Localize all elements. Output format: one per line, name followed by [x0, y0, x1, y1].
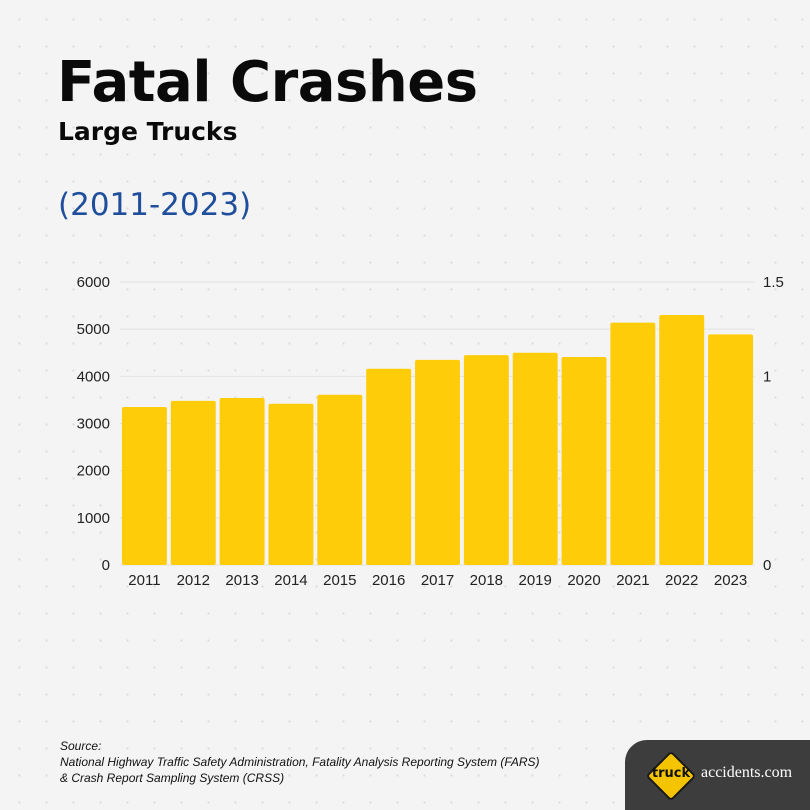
source-line-1: National Highway Traffic Safety Administ…	[60, 755, 540, 769]
x-axis-ticks: 2011 2012 2013 2014 2015 2016 2017 2018 2019 2020…	[128, 572, 747, 589]
x-tick-label: 2013	[225, 572, 258, 589]
y-tick-label: 2000	[77, 463, 110, 480]
x-tick-label: 2022	[665, 572, 698, 589]
x-tick-label: 2012	[177, 572, 210, 589]
page-title: Fatal Crashes	[57, 50, 478, 115]
road-sign-diamond-icon: truck	[645, 750, 697, 802]
x-tick-label: 2011	[128, 572, 160, 589]
year-range: (2011-2023)	[58, 187, 252, 223]
y-tick-label: 3000	[77, 416, 110, 433]
logo-mark-text: truck	[651, 766, 691, 781]
y-axis-ticks: 0 1000 2000 3000 4000 5000 6000	[77, 274, 110, 574]
source-label: Source:	[60, 739, 102, 753]
source-line-2: & Crash Report Sampling System (CRSS)	[60, 771, 285, 785]
x-tick-label: 2019	[519, 572, 552, 589]
bar-2012	[170, 400, 216, 565]
y2-tick-label: 0	[763, 557, 771, 574]
bar-2011	[121, 406, 167, 565]
x-tick-label: 2021	[616, 572, 649, 589]
x-tick-label: 2015	[323, 572, 356, 589]
x-tick-label: 2017	[421, 572, 454, 589]
bar-2014	[268, 403, 314, 565]
bar-2017	[415, 359, 460, 565]
x-tick-label: 2020	[567, 572, 600, 589]
bar-2015	[317, 394, 363, 565]
bar-2013	[219, 398, 265, 565]
bar-2018	[463, 355, 509, 565]
brand-logo[interactable]: truck accidents.com	[625, 740, 810, 810]
logo-text: accidents.com	[701, 764, 793, 781]
y2-tick-label: 1	[763, 368, 771, 385]
bar-2016	[366, 368, 412, 565]
y2-tick-label: 1.5	[763, 274, 784, 291]
x-tick-label: 2023	[714, 572, 747, 589]
y-tick-label: 1000	[77, 510, 110, 527]
bar-2020	[561, 356, 607, 565]
page-subtitle: Large Trucks	[58, 117, 238, 146]
y-tick-label: 5000	[77, 321, 110, 338]
source-note: Source: National Highway Traffic Safety …	[60, 738, 540, 786]
y-tick-label: 4000	[77, 368, 110, 385]
chart-bars	[121, 315, 754, 565]
y2-axis-ticks: 011.5	[763, 274, 784, 574]
bar-2022	[659, 315, 705, 565]
x-tick-label: 2014	[274, 572, 307, 589]
x-tick-label: 2016	[372, 572, 405, 589]
bar-2023	[708, 334, 754, 565]
x-tick-label: 2018	[470, 572, 503, 589]
y-tick-label: 0	[102, 557, 110, 574]
y-tick-label: 6000	[77, 274, 110, 291]
bar-2019	[512, 352, 558, 565]
bar-2021	[610, 322, 656, 565]
